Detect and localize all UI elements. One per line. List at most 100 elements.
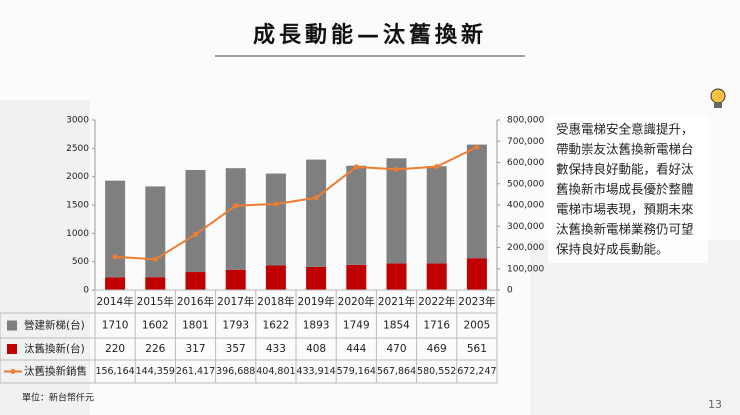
y-tick-label: 1500	[66, 201, 89, 211]
bar	[105, 180, 126, 278]
table-value: 561	[467, 343, 487, 355]
x-tick-label: 2020年	[338, 295, 375, 308]
line	[115, 146, 478, 261]
lightbulb-icon	[710, 88, 726, 108]
table-value: 2005	[464, 320, 491, 332]
commentary-line: 汰舊換新電梯業務仍可望	[556, 222, 694, 237]
bar	[306, 266, 327, 290]
table-value: 1602	[142, 320, 169, 332]
y-tick-label: 1000	[66, 229, 89, 239]
x-tick-label: 2019年	[297, 295, 334, 308]
line-marker	[394, 166, 399, 172]
table-value: 317	[185, 343, 205, 355]
line-marker	[152, 256, 158, 262]
bar	[265, 265, 286, 290]
commentary-box	[548, 115, 708, 263]
x-tick-label: 2023年	[458, 295, 495, 308]
commentary-line: 保持良好成長動能。	[556, 242, 669, 257]
bar	[346, 264, 367, 290]
y2-tick-label: 0	[507, 286, 513, 296]
commentary-line: 舊換新市場成長優於整體	[556, 182, 694, 197]
table-value: 357	[226, 343, 246, 355]
bar	[225, 269, 246, 290]
y2-tick-label: 100,000	[507, 264, 544, 274]
x-tick-label: 2018年	[257, 295, 294, 308]
table-value: 220	[105, 343, 125, 355]
x-tick-label: 2015年	[137, 295, 174, 308]
table-value: 580,552	[417, 366, 456, 377]
table-value: 567,864	[377, 366, 416, 377]
y2-tick-label: 200,000	[507, 243, 544, 253]
line-marker	[353, 164, 359, 170]
y-tick-label: 500	[72, 257, 89, 267]
line-marker	[112, 254, 118, 260]
table-value: 261,417	[176, 366, 215, 377]
table-value: 144,359	[136, 366, 175, 377]
slide-title: 成長動能—汰舊換新	[253, 22, 487, 48]
y2-tick-label: 700,000	[507, 137, 544, 147]
table-value: 469	[427, 343, 447, 355]
table-value: 433	[266, 343, 286, 355]
legend-swatch	[7, 344, 17, 354]
table-value: 1749	[343, 320, 370, 332]
bar	[145, 186, 166, 278]
table-value: 433,914	[296, 366, 335, 377]
bar	[105, 277, 126, 290]
bar	[346, 165, 367, 265]
table-value: 579,164	[337, 366, 376, 377]
legend-marker	[10, 369, 16, 374]
table-value: 1893	[303, 320, 330, 332]
y-tick-label: 2000	[66, 172, 89, 182]
bar	[386, 158, 407, 264]
x-tick-label: 2022年	[418, 295, 455, 308]
bar	[306, 159, 327, 267]
y2-tick-label: 300,000	[507, 222, 544, 232]
bg-building	[0, 100, 90, 415]
bar	[225, 168, 246, 270]
table-value: 1793	[222, 320, 249, 332]
table-value: 470	[386, 343, 406, 355]
bar	[185, 272, 206, 290]
y2-tick-label: 500,000	[507, 179, 544, 189]
table-value: 156,164	[95, 366, 134, 377]
table-value: 444	[346, 343, 366, 355]
table-value: 1716	[423, 320, 450, 332]
commentary-line: 電梯市場表現，預期未來	[556, 202, 694, 217]
table-value: 1622	[263, 320, 290, 332]
y2-tick-label: 400,000	[507, 201, 544, 211]
unit-note: 單位：新台幣仟元	[22, 392, 94, 404]
bar	[426, 166, 447, 264]
x-tick-label: 2017年	[217, 295, 254, 308]
legend-swatch	[7, 320, 17, 331]
bar	[466, 144, 487, 259]
table-value: 1710	[102, 320, 129, 332]
legend-label: 汰舊換新銷售	[24, 365, 87, 378]
bar	[145, 277, 166, 290]
y-tick-label: 0	[83, 286, 89, 296]
line-marker	[193, 231, 198, 237]
table-value: 672,247	[457, 366, 496, 377]
bar	[185, 169, 206, 273]
line-marker	[233, 203, 239, 209]
table-value: 408	[306, 343, 326, 355]
legend-label: 汰舊換新(台)	[24, 342, 85, 355]
x-tick-label: 2014年	[96, 295, 133, 308]
legend-label: 營建新梯(台)	[24, 319, 85, 332]
line-marker	[434, 164, 440, 170]
bar	[426, 263, 447, 290]
bar	[265, 173, 286, 266]
x-tick-label: 2016年	[177, 295, 214, 308]
y2-tick-label: 600,000	[507, 158, 544, 168]
line-marker	[474, 144, 480, 150]
y-tick-label: 3000	[66, 116, 89, 126]
y-tick-label: 2500	[66, 144, 89, 154]
table-value: 396,688	[216, 366, 255, 377]
table-value: 1801	[182, 320, 209, 332]
table-value: 1854	[383, 320, 410, 332]
commentary-line: 數保持良好動能，看好汰	[556, 162, 694, 177]
bar	[466, 258, 487, 290]
table-value: 404,801	[256, 366, 295, 377]
page-number: 13	[708, 398, 722, 411]
line-marker	[273, 201, 279, 207]
